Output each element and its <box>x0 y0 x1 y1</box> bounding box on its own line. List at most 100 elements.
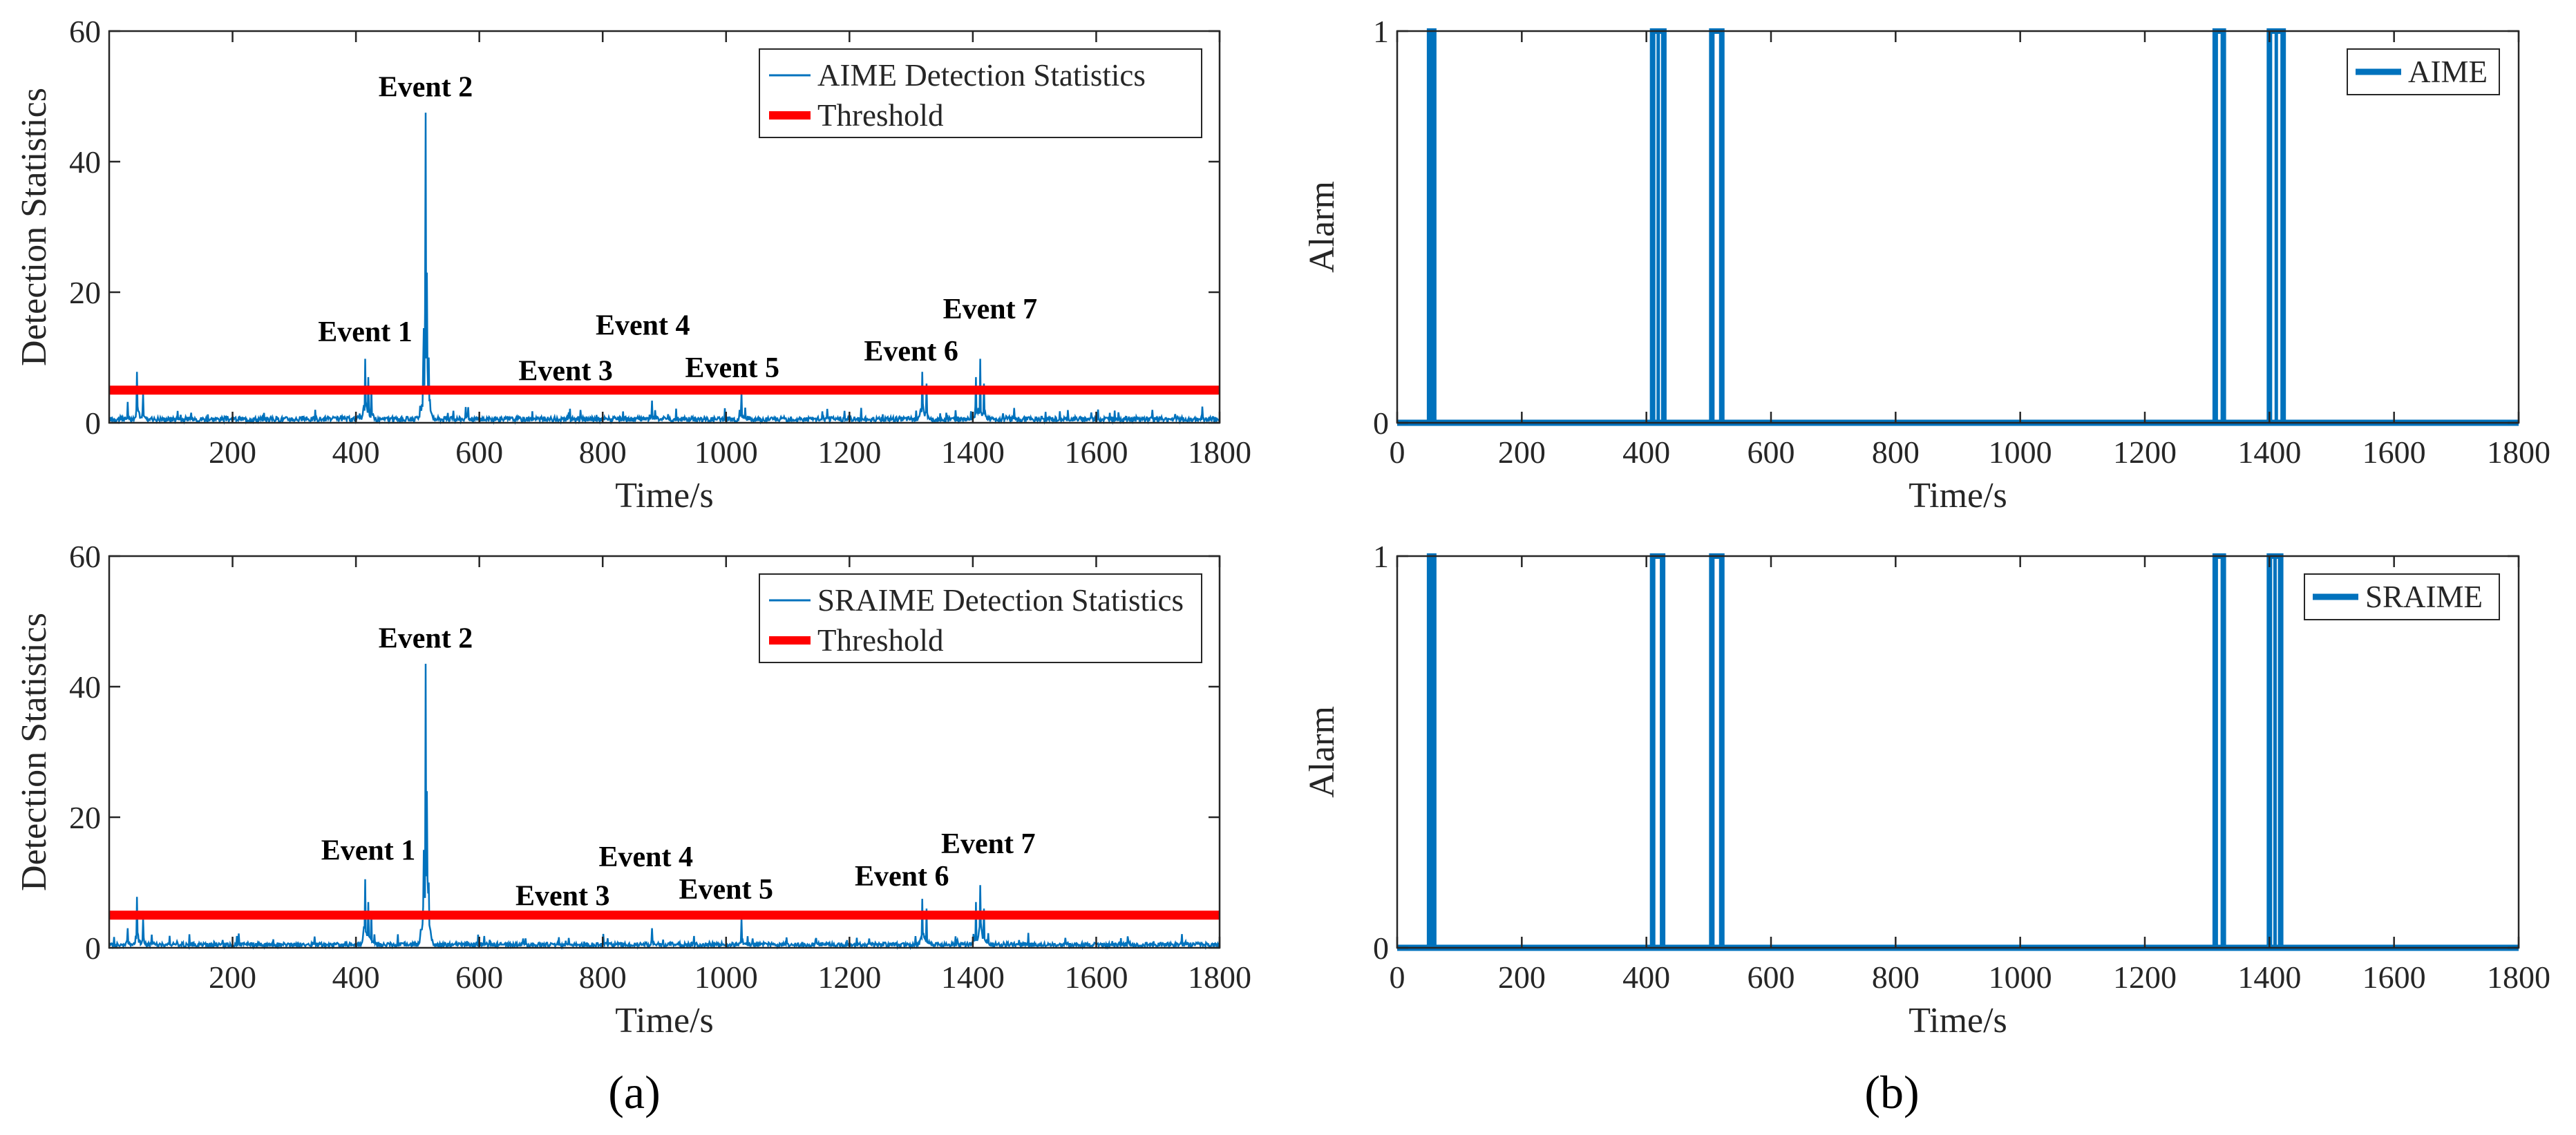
legend-label-signal: SRAIME Detection Statistics <box>817 583 1184 618</box>
alarm-block <box>1426 553 1437 951</box>
axes-box <box>108 555 1221 949</box>
x-tick-label: 600 <box>1748 960 1795 995</box>
x-tick-label: 400 <box>332 960 380 995</box>
y-tick-label: 0 <box>85 406 101 441</box>
y-tick-label: 60 <box>69 14 101 49</box>
y-tick-label: 60 <box>69 539 101 574</box>
legend-label-threshold: Threshold <box>817 623 943 658</box>
x-tick-label: 1600 <box>1064 435 1128 470</box>
detection-series <box>108 113 1220 426</box>
plot-sraime-alarm: 0 200 400 600 800 1000 1200 1400 1600 1800 0 1 Time/… <box>1303 539 2550 1040</box>
event-label: Event 2 <box>379 622 473 654</box>
x-tick-label: 0 <box>1390 960 1405 995</box>
x-tick-label: 800 <box>1872 960 1920 995</box>
x-tick-label: 1000 <box>1989 960 2052 995</box>
x-axis-label: Time/s <box>615 476 714 515</box>
event-label: Event 1 <box>321 834 416 866</box>
y-axis-label: Alarm <box>1303 706 1342 798</box>
x-tick-label: 1800 <box>2487 435 2550 470</box>
x-tick-label: 600 <box>455 435 503 470</box>
axes-box <box>108 30 1221 424</box>
y-tick-label: 1 <box>1373 14 1389 49</box>
event-label: Event 5 <box>685 352 779 384</box>
plot-area <box>1397 556 2519 948</box>
event-label: Event 3 <box>518 356 613 388</box>
x-tick-label: 1800 <box>1188 960 1251 995</box>
legend-box <box>759 48 1202 138</box>
legend-label-alarm: SRAIME <box>2365 580 2483 614</box>
x-tick-label: 200 <box>209 435 256 470</box>
y-tick-label: 0 <box>1373 406 1389 441</box>
x-tick-label: 1600 <box>2362 435 2426 470</box>
x-tick-label: 1800 <box>2487 960 2550 995</box>
y-tick-label: 20 <box>69 800 101 835</box>
x-axis-label: Time/s <box>615 1001 714 1040</box>
y-tick-label: 40 <box>69 144 101 180</box>
event-label: Event 6 <box>864 336 958 368</box>
legend: SRAIME Detection Statistics Threshold <box>759 573 1202 663</box>
x-axis-label: Time/s <box>1909 1001 2007 1040</box>
x-tick-label: 400 <box>332 435 380 470</box>
x-tick-label: 1400 <box>2237 960 2301 995</box>
event-label: Event 1 <box>318 316 413 348</box>
x-tick-label: 400 <box>1622 435 1670 470</box>
event-label: Event 4 <box>596 309 690 341</box>
event-label: Event 4 <box>598 841 693 873</box>
y-axis-label: Detection Statistics <box>15 613 54 891</box>
y-tick-label: 0 <box>1373 931 1389 966</box>
event-label: Event 3 <box>515 881 610 913</box>
x-tick-label: 400 <box>1622 960 1670 995</box>
x-tick-label: 800 <box>579 435 627 470</box>
plot-aime-stats: Event 1 Event 2 Event 3 Event 4 Event 5 Event… <box>15 14 1251 515</box>
legend-label-alarm: AIME <box>2408 55 2488 89</box>
plot-aime-alarm: 0 200 400 600 800 1000 1200 1400 1600 1800 0 1 Time/… <box>1303 14 2550 515</box>
x-tick-label: 800 <box>1872 435 1920 470</box>
legend: AIME Detection Statistics Threshold <box>759 48 1202 138</box>
x-tick-label: 600 <box>1748 435 1795 470</box>
y-tick-label: 1 <box>1373 539 1389 574</box>
x-tick-label: 1000 <box>1989 435 2052 470</box>
y-tick-label: 40 <box>69 669 101 705</box>
axes-box <box>1396 30 2520 424</box>
x-tick-label: 1200 <box>817 435 881 470</box>
y-axis-label: Alarm <box>1303 181 1342 273</box>
x-tick-label: 200 <box>1498 435 1546 470</box>
y-tick-label: 20 <box>69 275 101 310</box>
event-label: Event 7 <box>943 294 1038 325</box>
x-tick-label: 1200 <box>2113 435 2177 470</box>
alarm-block <box>1426 28 1437 426</box>
legend-box <box>759 573 1202 663</box>
x-tick-label: 1400 <box>2237 435 2301 470</box>
x-tick-label: 1400 <box>941 960 1005 995</box>
y-tick-label: 0 <box>85 931 101 966</box>
x-tick-label: 0 <box>1390 435 1405 470</box>
axes-box <box>1396 555 2520 949</box>
panel-label-a: (a) <box>608 1066 660 1118</box>
x-tick-label: 800 <box>579 960 627 995</box>
panel-label-b: (b) <box>1864 1066 1919 1118</box>
event-label: Event 2 <box>379 72 473 104</box>
x-tick-label: 1600 <box>1064 960 1128 995</box>
event-label: Event 7 <box>941 828 1036 860</box>
x-tick-label: 200 <box>209 960 256 995</box>
detection-series <box>108 663 1221 951</box>
x-tick-label: 1200 <box>2113 960 2177 995</box>
x-tick-label: 1000 <box>694 435 758 470</box>
legend-label-threshold: Threshold <box>817 98 943 133</box>
x-tick-label: 200 <box>1498 960 1546 995</box>
event-label: Event 5 <box>679 874 774 906</box>
x-tick-label: 1800 <box>1188 435 1251 470</box>
plot-area <box>1397 31 2519 423</box>
y-axis-label: Detection Statistics <box>15 88 54 366</box>
event-label: Event 6 <box>855 861 949 893</box>
x-tick-label: 600 <box>455 960 503 995</box>
x-tick-label: 1000 <box>694 960 758 995</box>
legend-label-signal: AIME Detection Statistics <box>817 58 1146 93</box>
legend: AIME <box>2347 48 2500 95</box>
x-tick-label: 1200 <box>817 960 881 995</box>
x-axis-label: Time/s <box>1909 476 2007 515</box>
x-tick-label: 1600 <box>2362 960 2426 995</box>
legend: SRAIME <box>2304 573 2500 620</box>
